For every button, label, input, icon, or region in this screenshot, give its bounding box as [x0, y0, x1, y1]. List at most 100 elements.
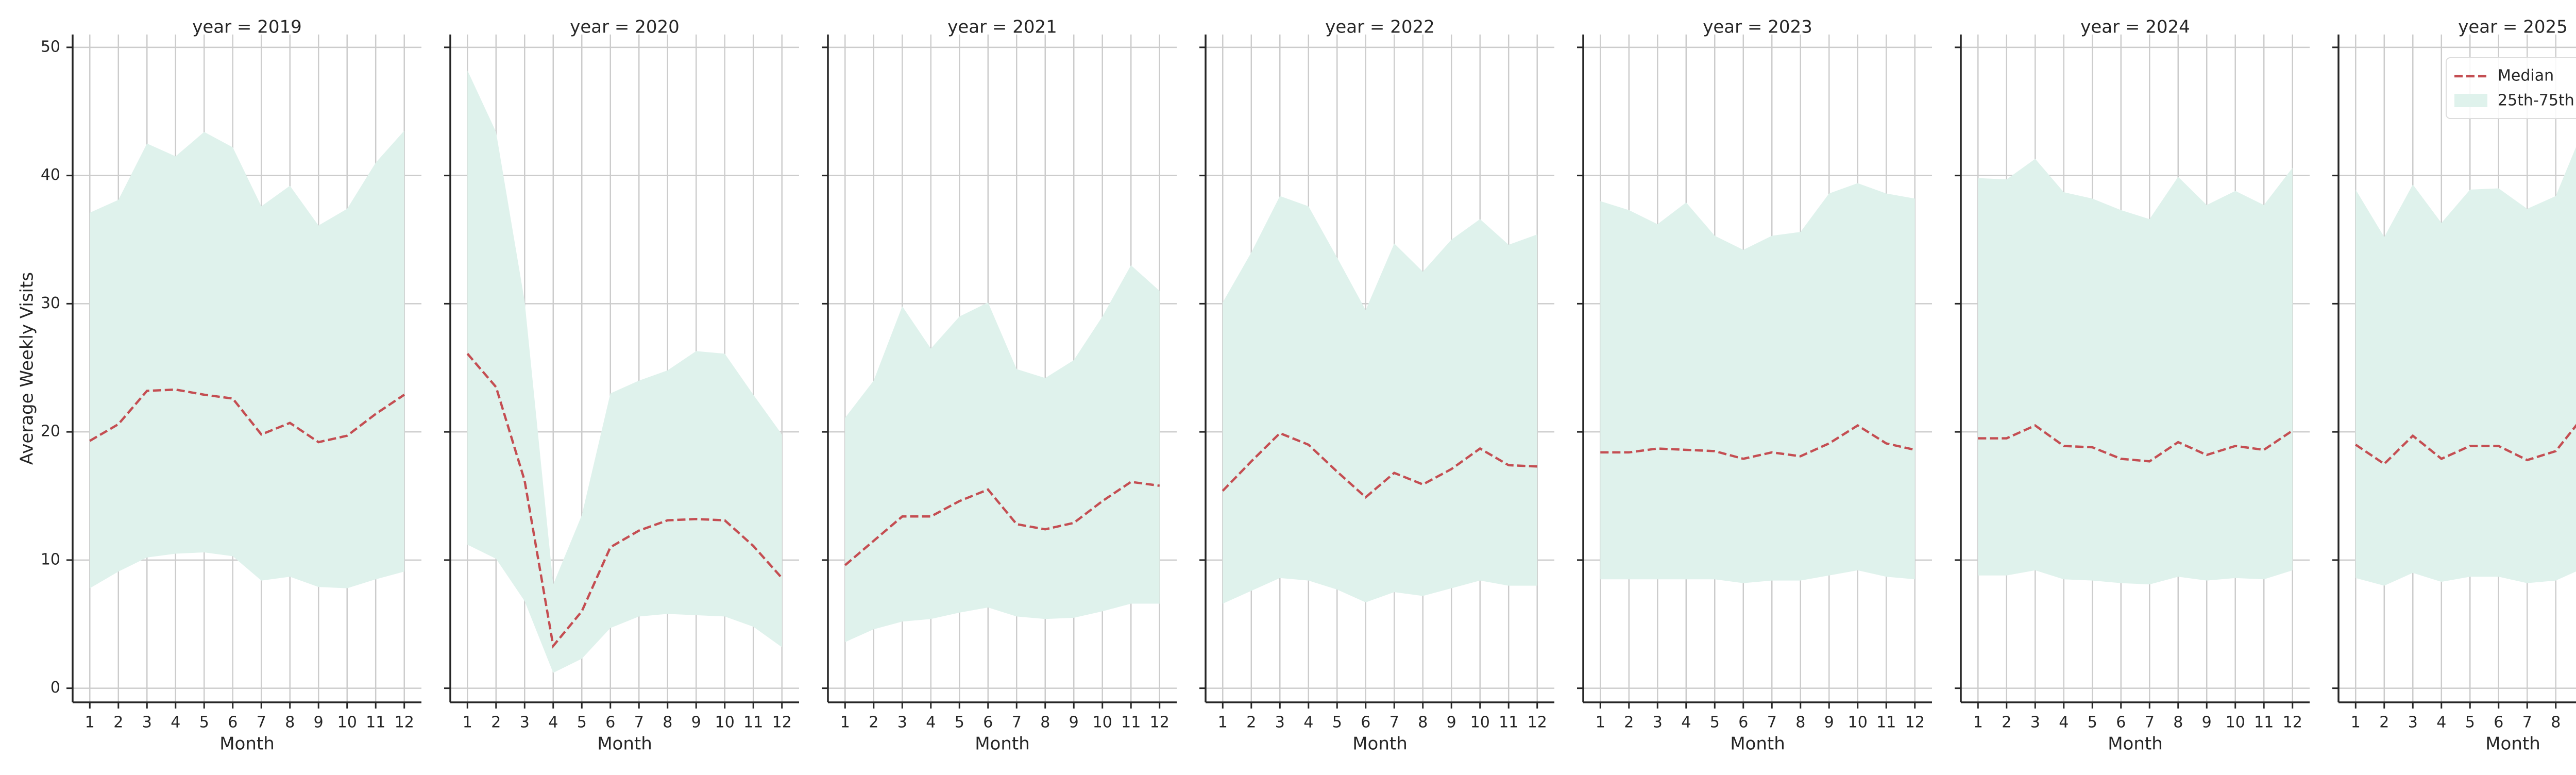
- median-line: [1978, 424, 2293, 463]
- x-tick-label: 8: [2551, 714, 2561, 732]
- x-tick-label: 2: [1624, 714, 1634, 732]
- x-tick-label: 1: [1596, 714, 1605, 732]
- x-tick-label: 5: [2088, 714, 2097, 732]
- x-tick-label: 3: [897, 714, 907, 732]
- x-axis-label: Month: [975, 734, 1030, 754]
- x-tick-label: 8: [1418, 714, 1428, 732]
- percentile-band: [845, 265, 1160, 643]
- x-axis-label: Month: [1730, 734, 1785, 754]
- x-tick-label: 11: [1499, 714, 1518, 732]
- x-tick-label: 6: [1361, 714, 1370, 732]
- x-tick-label: 3: [2030, 714, 2040, 732]
- x-tick-label: 9: [2202, 714, 2212, 732]
- x-axis-label: Month: [219, 734, 275, 754]
- y-tick-label: 20: [41, 423, 60, 441]
- x-tick-label: 1: [840, 714, 850, 732]
- x-tick-label: 12: [1150, 714, 1170, 732]
- x-tick-label: 2: [491, 714, 501, 732]
- x-tick-label: 6: [605, 714, 615, 732]
- x-tick-label: 3: [142, 714, 152, 732]
- x-tick-label: 8: [1795, 714, 1805, 732]
- percentile-band: [467, 70, 782, 673]
- x-tick-label: 9: [1447, 714, 1456, 732]
- x-tick-label: 1: [85, 714, 95, 732]
- median-line: [1600, 424, 1916, 460]
- x-tick-label: 1: [2351, 714, 2361, 732]
- y-axis-label: Average Weekly Visits: [17, 272, 38, 465]
- panel-title: year = 2022: [1325, 17, 1434, 38]
- x-tick-label: 8: [1040, 714, 1050, 732]
- y-tick-label: 0: [50, 679, 60, 697]
- x-tick-label: 3: [1653, 714, 1663, 732]
- x-tick-label: 7: [1767, 714, 1777, 732]
- x-tick-label: 1: [1218, 714, 1228, 732]
- x-axis-label: Month: [1352, 734, 1408, 754]
- x-tick-label: 7: [1012, 714, 1022, 732]
- percentile-band: [2355, 147, 2576, 586]
- x-tick-label: 5: [577, 714, 587, 732]
- x-tick-label: 3: [520, 714, 530, 732]
- legend-label: 25th-75th Percentile: [2498, 92, 2576, 110]
- x-tick-label: 12: [395, 714, 414, 732]
- legend-label: Median: [2498, 67, 2554, 85]
- panel-title: year = 2019: [192, 17, 301, 38]
- x-tick-label: 2: [2379, 714, 2389, 732]
- x-tick-label: 11: [1121, 714, 1141, 732]
- x-tick-label: 3: [1275, 714, 1285, 732]
- x-tick-label: 4: [1303, 714, 1313, 732]
- x-tick-label: 12: [1528, 714, 1547, 732]
- x-tick-label: 12: [2283, 714, 2302, 732]
- x-tick-label: 11: [743, 714, 763, 732]
- panel-title: year = 2020: [570, 17, 679, 38]
- x-tick-label: 12: [1905, 714, 1925, 732]
- y-tick-label: 40: [41, 166, 60, 184]
- x-tick-label: 7: [2522, 714, 2532, 732]
- x-tick-label: 5: [955, 714, 964, 732]
- percentile-band: [1600, 183, 1915, 583]
- x-tick-label: 5: [199, 714, 209, 732]
- x-tick-label: 9: [691, 714, 701, 732]
- percentile-band: [1978, 159, 2293, 585]
- panel-title: year = 2024: [2080, 17, 2190, 38]
- percentile-band: [1223, 196, 1537, 604]
- x-tick-label: 5: [1710, 714, 1720, 732]
- x-axis-label: Month: [597, 734, 652, 754]
- x-tick-label: 1: [1973, 714, 1983, 732]
- x-tick-label: 8: [285, 714, 295, 732]
- x-tick-label: 4: [926, 714, 936, 732]
- x-tick-label: 9: [314, 714, 324, 732]
- x-tick-label: 10: [715, 714, 735, 732]
- legend-swatch: [2454, 94, 2487, 107]
- x-tick-label: 9: [1824, 714, 1834, 732]
- x-tick-label: 11: [366, 714, 385, 732]
- x-tick-label: 10: [1848, 714, 1868, 732]
- percentile-band: [90, 130, 404, 588]
- x-tick-label: 4: [2059, 714, 2069, 732]
- median-line: [466, 352, 783, 649]
- x-tick-label: 2: [869, 714, 878, 732]
- x-tick-label: 7: [1389, 714, 1399, 732]
- panel-title: year = 2021: [947, 17, 1057, 38]
- x-tick-label: 8: [663, 714, 672, 732]
- x-tick-label: 7: [634, 714, 644, 732]
- y-tick-label: 50: [41, 38, 60, 56]
- x-tick-label: 10: [337, 714, 357, 732]
- x-tick-label: 12: [772, 714, 792, 732]
- panel-title: year = 2023: [1703, 17, 1812, 38]
- x-tick-label: 6: [1738, 714, 1748, 732]
- x-tick-label: 3: [2408, 714, 2418, 732]
- x-tick-label: 5: [1332, 714, 1342, 732]
- x-tick-label: 5: [2465, 714, 2475, 732]
- x-tick-label: 6: [983, 714, 993, 732]
- median-line: [1222, 431, 1537, 499]
- x-tick-label: 2: [1246, 714, 1256, 732]
- x-tick-label: 4: [171, 714, 180, 732]
- x-tick-label: 4: [548, 714, 558, 732]
- x-tick-label: 9: [1069, 714, 1079, 732]
- x-tick-label: 4: [2436, 714, 2446, 732]
- y-tick-label: 10: [41, 550, 60, 568]
- x-tick-label: 11: [1876, 714, 1896, 732]
- y-tick-label: 30: [41, 294, 60, 312]
- x-tick-label: 7: [257, 714, 266, 732]
